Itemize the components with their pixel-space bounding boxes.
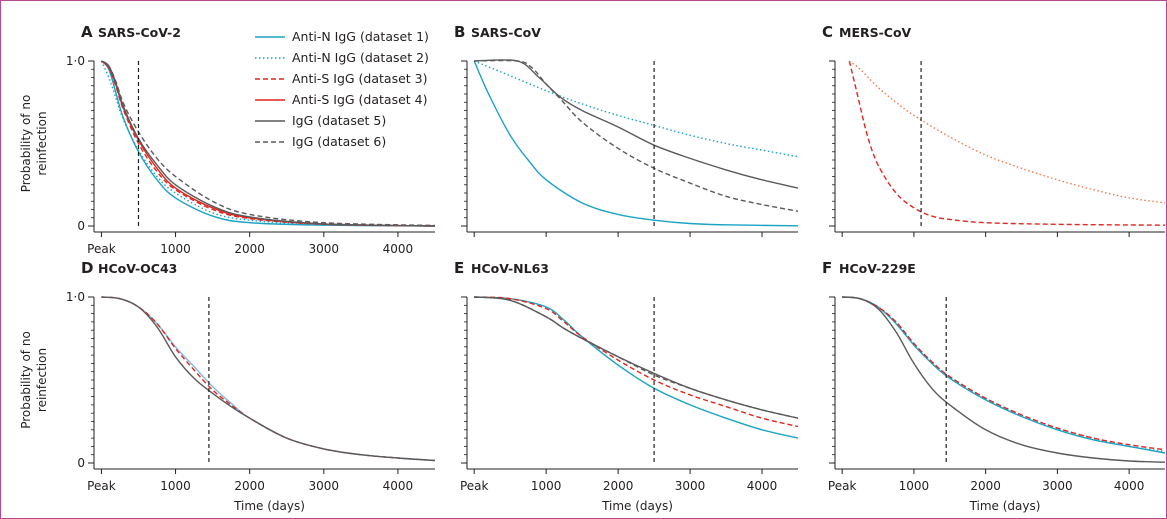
series-line-dataset-3 [101,296,436,462]
x-tick-label: 4000 [1114,479,1145,493]
series-line-dataset-2 [473,60,799,158]
x-tick-label: Peak [460,479,489,493]
legend-label: Anti-N IgG (dataset 1) [292,29,429,44]
x-tick-label: 1000 [899,479,930,493]
series-line-dataset-1 [473,60,799,227]
y-tick-label: 0 [77,456,85,470]
x-tick-label: Peak [87,479,116,493]
series-line-dataset-3 [474,296,799,428]
series-line-dataset-1 [474,296,799,439]
series-line-dataset-5 [474,296,799,419]
x-tick-label: 3000 [1042,479,1073,493]
series-line-dataset-1 [100,60,436,227]
panel-c: C MERS-CoV [822,23,1166,237]
panel-letter: E [454,259,464,277]
panel-letter: D [81,259,93,277]
series-line-dataset-5 [842,296,1166,463]
series-line-dataset-2 [100,60,436,227]
series-line-dataset-3 [842,296,1166,451]
legend-label: IgG (dataset 5) [292,113,386,128]
panel-title: HCoV-229E [839,261,916,276]
legend-label: Anti-N IgG (dataset 2) [292,50,429,65]
panel-letter: B [454,23,465,41]
x-tick-label: 2000 [603,479,634,493]
y-tick-label: 0 [77,219,85,233]
x-tick-label: Peak [87,242,116,256]
panel-f: F HCoV-229E Peak 1000 2000 3000 4000 Time (days… [822,259,1166,513]
x-axis-label: Time (days) [601,499,673,513]
series-line-dataset-1 [842,296,1166,454]
panel-title: SARS-CoV-2 [98,25,181,40]
x-tick-label: 2000 [970,479,1001,493]
legend-label: Anti-S IgG (dataset 3) [292,71,428,86]
x-tick-label: 2000 [234,242,265,256]
x-tick-label: 4000 [383,242,414,256]
panel-letter: A [81,23,93,41]
x-tick-label: 1000 [160,242,191,256]
panel-title: SARS-CoV [471,25,541,40]
series-line-dataset-6 [474,296,799,419]
x-tick-label: 3000 [309,242,340,256]
y-axis-label: Probability of no reinfection [19,95,49,193]
panel-b: B SARS-CoV [454,23,799,237]
x-tick-label: Peak [828,479,857,493]
panel-title: MERS-CoV [839,25,912,40]
panel-title: HCoV-NL63 [471,261,549,276]
x-tick-label: 3000 [675,479,706,493]
series-line-dataset-other [848,60,1166,204]
series-line-dataset-1 [101,296,436,462]
x-tick-label: 4000 [383,479,414,493]
series-line-dataset-6 [474,59,799,212]
series-line-dataset-3 [848,60,1166,226]
series-line-dataset-2 [842,296,1166,453]
x-axis-label: Time (days) [233,499,305,513]
panel-letter: C [822,23,833,41]
panel-letter: F [822,259,832,277]
legend-label: IgG (dataset 6) [292,134,386,149]
legend-label: Anti-S IgG (dataset 4) [292,92,428,107]
y-tick-label: 1·0 [66,290,85,304]
x-axis-label: Time (days) [969,499,1041,513]
x-tick-label: 3000 [309,479,340,493]
y-axis-label: Probability of no reinfection [19,331,49,429]
y-tick-label: 1·0 [66,54,85,68]
panel-title: HCoV-OC43 [98,261,177,276]
series-line-dataset-6 [101,60,436,227]
x-tick-label: 4000 [747,479,778,493]
legend: Anti-N IgG (dataset 1) Anti-N IgG (datase… [255,29,429,149]
x-tick-label: 1000 [531,479,562,493]
x-tick-label: 2000 [234,479,265,493]
series-line-dataset-5 [101,296,436,462]
panel-e: E HCoV-NL63 Peak 1000 2000 3000 4000 Time (days… [454,259,799,513]
series-line-dataset-5 [474,59,799,189]
x-tick-label: 1000 [160,479,191,493]
